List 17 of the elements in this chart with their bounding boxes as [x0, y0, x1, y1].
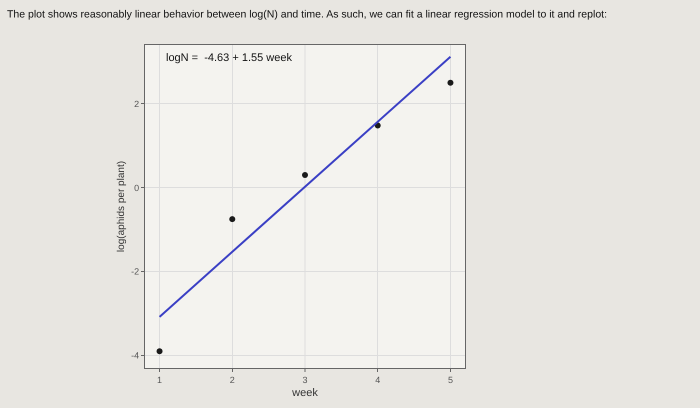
x-tick-label: 3 [302, 374, 308, 385]
x-axis-title: week [291, 387, 318, 399]
y-tick-label: -4 [131, 350, 140, 361]
y-axis-title: log(aphids per plant) [116, 160, 128, 252]
chart-title: The plot shows reasonably linear behavior between log(N) and time. As such, we can fit a linear regression model to it and replot: [7, 8, 607, 21]
point [229, 216, 236, 222]
point [156, 348, 163, 354]
point [447, 80, 454, 86]
x-tick-label: 1 [157, 374, 162, 385]
y-tick-label: 0 [134, 182, 140, 193]
x-tick-label: 4 [375, 374, 380, 385]
annotation: logN = -4.63 + 1.55 week [166, 52, 292, 64]
y-tick-label: -2 [131, 266, 140, 277]
y-tick-label: 2 [134, 98, 140, 109]
point [302, 172, 308, 178]
x-tick-label: 5 [448, 374, 453, 385]
x-tick-label: 2 [230, 374, 235, 385]
